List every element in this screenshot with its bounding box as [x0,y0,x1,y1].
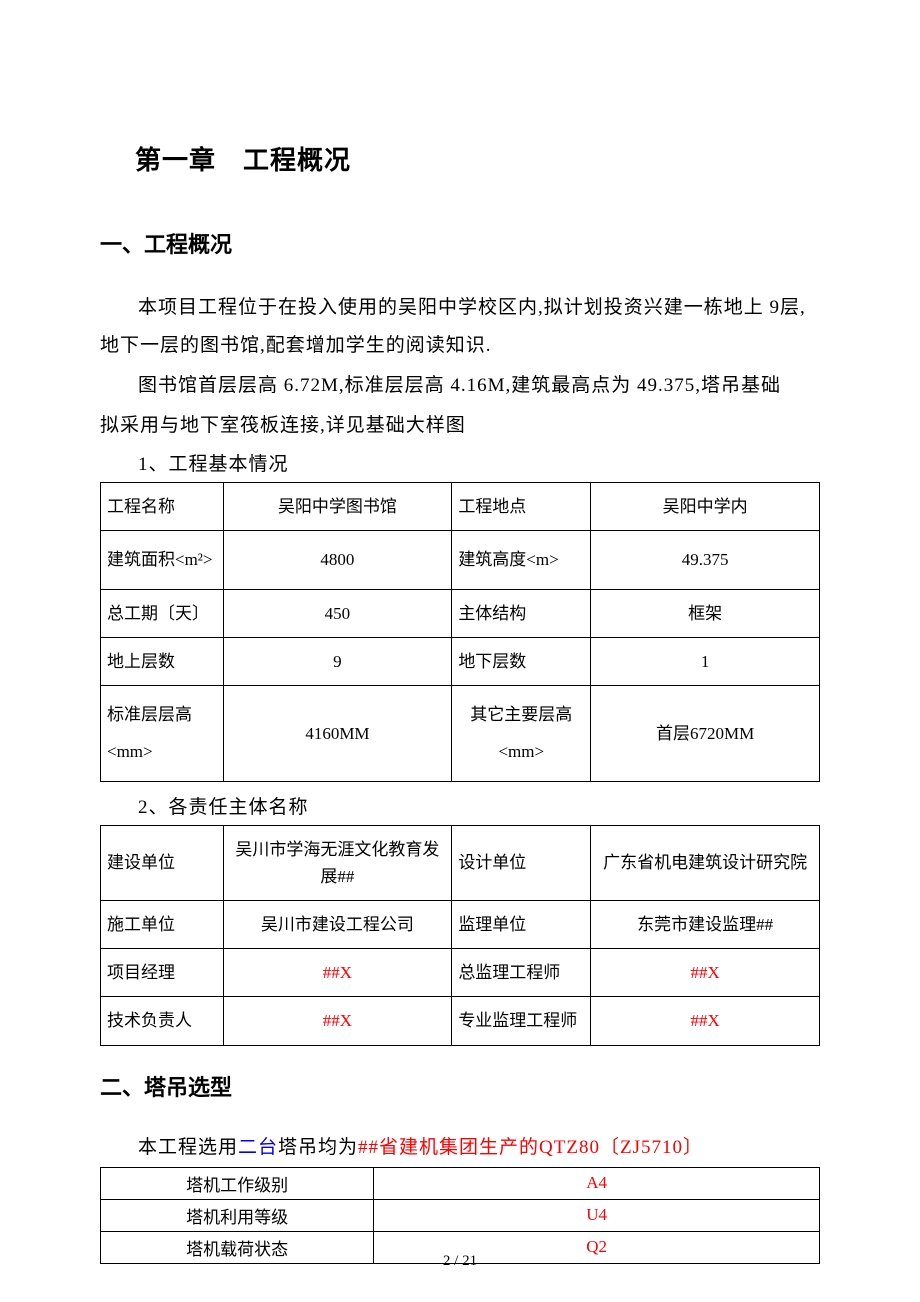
cell-value: 49.375 [591,531,820,589]
text-span: 本工程选用 [138,1137,238,1158]
paragraph-2a: 图书馆首层层高 6.72M,标准层层高 4.16M,建筑最高点为 49.375,… [100,367,820,405]
cell-label: 建筑面积<m²> [101,531,224,589]
cell-label: 设计单位 [452,825,591,900]
cell-value: ##X [223,997,452,1045]
cell-label: 地下层数 [452,637,591,685]
table-row: 标准层层高<mm> 4160MM 其它主要层高<mm> 首层6720MM [101,685,820,781]
cell-label: 项目经理 [101,949,224,997]
table-row: 工程名称 吴阳中学图书馆 工程地点 吴阳中学内 [101,483,820,531]
cell-label: 建设单位 [101,825,224,900]
table-row: 施工单位 吴川市建设工程公司 监理单位 东莞市建设监理## [101,901,820,949]
cell-value: 吴川市建设工程公司 [223,901,452,949]
cell-value: 450 [223,589,452,637]
subheading-1: 1、工程基本情况 [138,449,820,476]
cell-value: 4800 [223,531,452,589]
cell-label: 工程名称 [101,483,224,531]
cell-value: 吴阳中学内 [591,483,820,531]
crane-selection-line: 本工程选用二台塔吊均为##省建机集团生产的QTZ80〔ZJ5710〕 [100,1132,820,1159]
cell-value: 吴川市学海无涯文化教育发展## [223,825,452,900]
table-row: 塔机工作级别 A4 [101,1167,820,1199]
table-row: 建筑面积<m²> 4800 建筑高度<m> 49.375 [101,531,820,589]
cell-value: 4160MM [223,685,452,781]
cell-label: 总监理工程师 [452,949,591,997]
cell-value: 框架 [591,589,820,637]
table-row: 项目经理 ##X 总监理工程师 ##X [101,949,820,997]
cell-label: 塔机工作级别 [101,1167,374,1199]
table-row: 地上层数 9 地下层数 1 [101,637,820,685]
page-footer: 2 / 21 [0,1253,920,1270]
cell-value: ##X [591,997,820,1045]
responsible-parties-table: 建设单位 吴川市学海无涯文化教育发展## 设计单位 广东省机电建筑设计研究院 施… [100,825,820,1046]
cell-label: 总工期〔天〕 [101,589,224,637]
cell-value: 首层6720MM [591,685,820,781]
section-1-title: 一、工程概况 [100,227,820,259]
table-row: 技术负责人 ##X 专业监理工程师 ##X [101,997,820,1045]
cell-value: 广东省机电建筑设计研究院 [591,825,820,900]
cell-label: 专业监理工程师 [452,997,591,1045]
cell-label: 技术负责人 [101,997,224,1045]
cell-value: 东莞市建设监理## [591,901,820,949]
chapter-title: 第一章 工程概况 [135,140,820,177]
cell-value: 1 [591,637,820,685]
cell-value: 吴阳中学图书馆 [223,483,452,531]
cell-label: 工程地点 [452,483,591,531]
text-span-red: ##省建机集团生产的QTZ80〔ZJ5710〕 [358,1137,703,1158]
cell-label: 主体结构 [452,589,591,637]
table-row: 总工期〔天〕 450 主体结构 框架 [101,589,820,637]
subheading-2: 2、各责任主体名称 [138,792,820,819]
paragraph-2b: 拟采用与地下室筏板连接,详见基础大样图 [100,407,820,445]
text-span-blue: 二台 [238,1137,278,1158]
cell-label: 监理单位 [452,901,591,949]
table-row: 建设单位 吴川市学海无涯文化教育发展## 设计单位 广东省机电建筑设计研究院 [101,825,820,900]
cell-label: 其它主要层高<mm> [452,685,591,781]
cell-label: 塔机利用等级 [101,1199,374,1231]
cell-label: 地上层数 [101,637,224,685]
project-info-table: 工程名称 吴阳中学图书馆 工程地点 吴阳中学内 建筑面积<m²> 4800 建筑… [100,482,820,782]
paragraph-1: 本项目工程位于在投入使用的吴阳中学校区内,拟计划投资兴建一栋地上 9层,地下一层… [100,289,820,365]
cell-value: A4 [374,1167,820,1199]
section-2-title: 二、塔吊选型 [100,1070,820,1102]
cell-value: ##X [591,949,820,997]
cell-label: 标准层层高<mm> [101,685,224,781]
cell-value: 9 [223,637,452,685]
crane-spec-table: 塔机工作级别 A4 塔机利用等级 U4 塔机载荷状态 Q2 [100,1167,820,1264]
cell-label: 建筑高度<m> [452,531,591,589]
cell-label: 施工单位 [101,901,224,949]
table-row: 塔机利用等级 U4 [101,1199,820,1231]
cell-value: U4 [374,1199,820,1231]
cell-value: ##X [223,949,452,997]
text-span: 塔吊均为 [278,1137,358,1158]
